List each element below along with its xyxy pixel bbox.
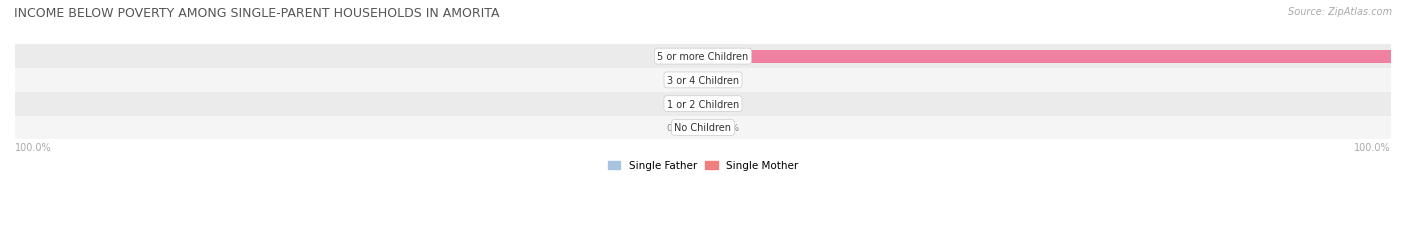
- Text: 0.0%: 0.0%: [717, 76, 740, 85]
- Text: 0.0%: 0.0%: [717, 100, 740, 109]
- Bar: [15, 45, 1391, 69]
- Bar: [15, 116, 1391, 140]
- Text: 1 or 2 Children: 1 or 2 Children: [666, 99, 740, 109]
- Text: 100.0%: 100.0%: [717, 52, 751, 61]
- Text: 100.0%: 100.0%: [15, 143, 52, 152]
- Text: No Children: No Children: [675, 123, 731, 133]
- Text: 100.0%: 100.0%: [1354, 143, 1391, 152]
- Bar: [703, 50, 1391, 63]
- Bar: [15, 69, 1391, 92]
- Text: INCOME BELOW POVERTY AMONG SINGLE-PARENT HOUSEHOLDS IN AMORITA: INCOME BELOW POVERTY AMONG SINGLE-PARENT…: [14, 7, 499, 20]
- Text: 0.0%: 0.0%: [717, 123, 740, 132]
- Text: 3 or 4 Children: 3 or 4 Children: [666, 76, 740, 85]
- Text: Source: ZipAtlas.com: Source: ZipAtlas.com: [1288, 7, 1392, 17]
- Text: 0.0%: 0.0%: [666, 100, 689, 109]
- Text: 0.0%: 0.0%: [666, 52, 689, 61]
- Legend: Single Father, Single Mother: Single Father, Single Mother: [603, 156, 803, 175]
- Text: 5 or more Children: 5 or more Children: [658, 52, 748, 62]
- Text: 0.0%: 0.0%: [666, 76, 689, 85]
- Text: 0.0%: 0.0%: [666, 123, 689, 132]
- Bar: [15, 92, 1391, 116]
